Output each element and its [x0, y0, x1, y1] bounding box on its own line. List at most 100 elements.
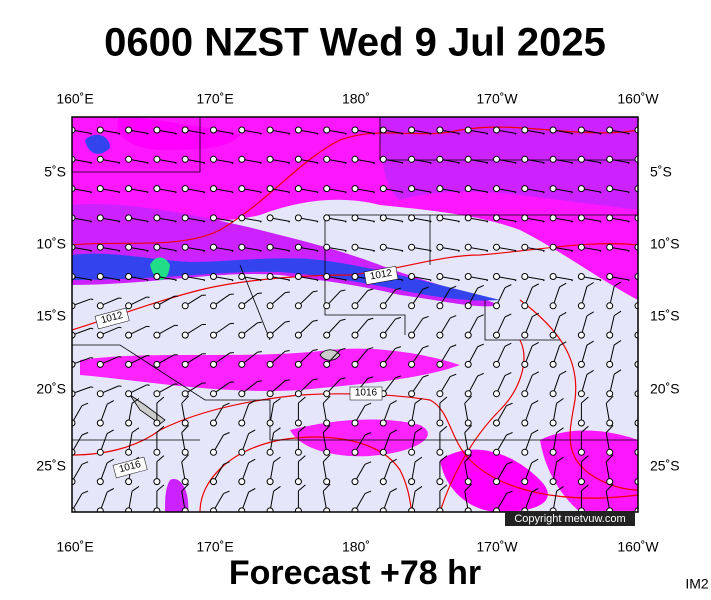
barb-flag: [429, 279, 432, 282]
barb-station: [379, 507, 387, 512]
barb-station: [266, 390, 274, 398]
barb-station: [153, 302, 161, 310]
latitude-label: 5˚S: [44, 164, 66, 180]
barb-station: [493, 155, 500, 163]
barb-flag: [439, 396, 448, 404]
barb-flag: [477, 314, 484, 318]
barb-flag: [514, 279, 517, 282]
barb-flag: [514, 162, 517, 165]
barb-flag: [81, 432, 89, 436]
barb-station: [408, 360, 416, 368]
barb-flag: [532, 312, 540, 317]
barb-station: [153, 126, 161, 134]
barb-flag: [288, 250, 291, 252]
barb-station: [549, 390, 557, 398]
barb-station: [266, 507, 274, 512]
barb-station: [379, 126, 387, 134]
barb-flag: [316, 279, 319, 282]
barb-flag: [364, 490, 372, 495]
barb-station: [153, 214, 161, 222]
barb-station: [323, 478, 331, 486]
barb-station: [577, 331, 585, 339]
barb-station: [521, 155, 529, 163]
barb-station: [521, 302, 529, 310]
barb-flag: [203, 220, 206, 223]
barb-station: [294, 273, 302, 280]
barb-flag: [118, 133, 121, 135]
barb-flag: [458, 279, 460, 282]
barb-station: [294, 419, 302, 427]
barb-flag: [312, 319, 318, 322]
barb-flag: [273, 456, 281, 463]
barb-station: [379, 478, 387, 486]
barb-station: [238, 360, 246, 368]
barb-flag: [542, 162, 545, 165]
barb-station: [96, 478, 104, 486]
barb-station: [521, 478, 529, 486]
map-frame: [71, 116, 639, 513]
barb-station: [294, 478, 302, 486]
barb-flag: [506, 402, 513, 407]
barb-flag: [422, 286, 429, 290]
barb-flag: [175, 191, 177, 194]
barb-flag: [458, 133, 460, 135]
barb-flag: [181, 454, 189, 463]
barb-flag: [559, 341, 567, 346]
longitude-label: 160˚E: [56, 539, 93, 555]
barb-station: [153, 185, 161, 193]
barb-flag: [106, 400, 114, 405]
barb-flag: [231, 279, 234, 282]
barb-flag: [373, 220, 375, 223]
barb-station: [549, 419, 557, 427]
barb-station: [464, 185, 472, 193]
barb-station: [464, 331, 472, 339]
barb-flag: [542, 220, 545, 223]
barb-flag: [514, 250, 517, 252]
barb-station: [408, 126, 416, 134]
barb-station: [125, 243, 133, 251]
barb-station: [266, 214, 274, 222]
barb-flag: [458, 162, 460, 165]
barb-flag: [273, 398, 281, 404]
barb-flag: [90, 191, 92, 194]
barb-station: [181, 478, 189, 486]
barb-flag: [581, 484, 589, 492]
barb-station: [153, 155, 161, 163]
barb-flag: [556, 427, 564, 434]
barb-flag: [223, 402, 230, 407]
barb-station: [549, 448, 557, 456]
barb-flag: [340, 289, 346, 292]
barb-flag: [288, 191, 291, 194]
barb-station: [153, 419, 161, 427]
barb-flag: [175, 220, 177, 223]
barb-station: [521, 185, 529, 193]
barb-flag: [146, 250, 149, 252]
barb-station: [238, 185, 246, 193]
barb-flag: [542, 250, 545, 252]
barb-station: [323, 155, 331, 163]
barb-flag: [181, 395, 189, 404]
barb-station: [464, 302, 472, 310]
barb-flag: [367, 376, 374, 379]
barb-flag: [389, 400, 397, 405]
barb-station: [238, 419, 246, 427]
barb-station: [436, 390, 444, 398]
barb-station: [238, 214, 246, 222]
barb-flag: [401, 191, 404, 194]
barb-station: [323, 214, 331, 222]
barb-station: [125, 302, 133, 310]
barb-flag: [401, 279, 404, 282]
barb-flag: [298, 484, 306, 492]
barb-flag: [532, 283, 540, 288]
barb-flag: [316, 133, 319, 135]
barb-station: [125, 155, 133, 163]
barb-station: [493, 390, 500, 398]
barb-station: [464, 390, 472, 398]
barb-flag: [531, 458, 539, 464]
barb-flag: [285, 320, 290, 323]
barb-station: [379, 185, 387, 193]
barb-station: [351, 243, 359, 251]
barb-station: [153, 273, 161, 280]
barb-flag: [373, 191, 375, 194]
barb-flag: [223, 432, 230, 436]
